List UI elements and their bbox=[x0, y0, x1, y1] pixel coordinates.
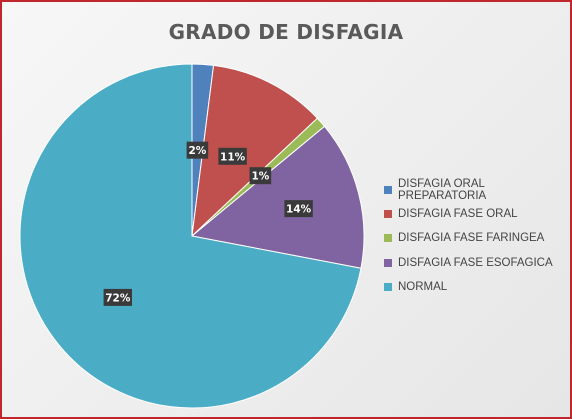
legend-item-disfagia-fase-oral: DISFAGIA FASE ORAL bbox=[384, 202, 572, 226]
legend-swatch bbox=[384, 282, 392, 291]
data-label-text: 1% bbox=[251, 171, 269, 183]
data-label-box bbox=[249, 167, 272, 185]
legend-swatch bbox=[384, 210, 392, 219]
legend-item-disfagia-fase-faringea: DISFAGIA FASE FARINGEA bbox=[384, 226, 572, 250]
legend-label: DISFAGIA FASE FARINGEA bbox=[398, 232, 545, 245]
legend-swatch bbox=[384, 234, 392, 243]
data-label-disfagia-fase-faringea: 1% bbox=[249, 167, 272, 185]
legend-swatch bbox=[384, 258, 392, 267]
legend-label: DISFAGIA ORAL PREPARATORIA bbox=[398, 178, 487, 203]
pie-slice-disfagia-fase-esofagica bbox=[190, 125, 365, 269]
data-label-box bbox=[284, 200, 313, 218]
data-label-box bbox=[186, 141, 209, 159]
legend-swatch bbox=[384, 186, 392, 195]
legend-item-disfagia-fase-esofagica: DISFAGIA FASE ESOFAGICA bbox=[384, 251, 572, 275]
data-label-text: 2% bbox=[188, 145, 206, 157]
data-label-disfagia-fase-oral: 11% bbox=[218, 147, 247, 165]
chart-title: GRADO DE DISFAGIA bbox=[168, 20, 404, 44]
data-label-text: 11% bbox=[220, 151, 246, 163]
data-label-box bbox=[218, 147, 247, 165]
data-label-disfagia-oral-preparatoria: 2% bbox=[186, 141, 209, 159]
legend-item-normal: NORMAL bbox=[384, 275, 572, 299]
legend-label: DISFAGIA FASE ESOFAGICA bbox=[398, 256, 553, 269]
data-label-normal: 72% bbox=[103, 288, 132, 306]
data-label-text: 72% bbox=[105, 292, 131, 304]
legend-label: DISFAGIA FASE ORAL bbox=[398, 208, 518, 221]
legend-label: NORMAL bbox=[398, 280, 448, 293]
pie-slice-normal bbox=[19, 63, 362, 409]
data-label-disfagia-fase-esofagica: 14% bbox=[284, 200, 313, 218]
data-label-box bbox=[103, 288, 132, 306]
chart-legend: DISFAGIA ORAL PREPARATORIA DISFAGIA FASE … bbox=[384, 178, 572, 299]
legend-item-disfagia-oral-preparatoria: DISFAGIA ORAL PREPARATORIA bbox=[384, 178, 572, 202]
pie-slice-disfagia-fase-oral bbox=[191, 64, 319, 238]
data-label-text: 14% bbox=[286, 204, 312, 216]
